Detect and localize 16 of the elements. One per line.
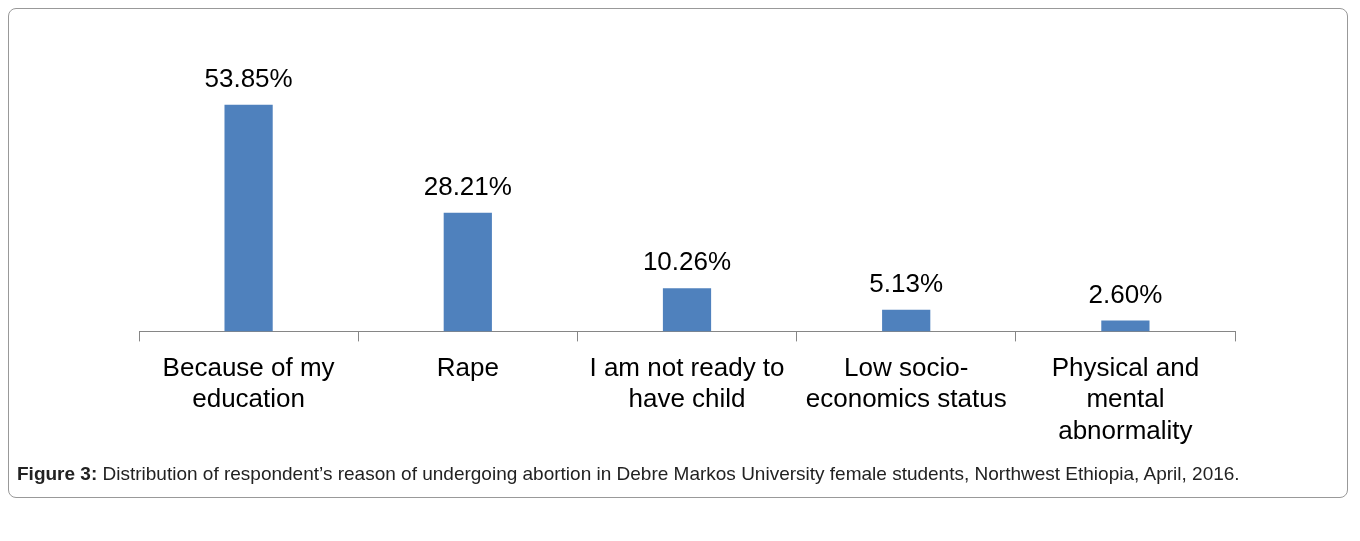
bar [224, 104, 273, 332]
x-tick-label: Rape [436, 352, 499, 383]
caption: Figure 3: Distribution of respondent’s reason of undergoing abortion in Debre Markos University female students, Northwest Ethiopia, April, 2016. [17, 463, 1240, 484]
bar [1101, 320, 1150, 332]
data-label: 28.21% [423, 170, 512, 201]
data-label: 5.13% [869, 267, 944, 298]
x-tick-label: Because of my education [162, 352, 335, 414]
bar [662, 288, 712, 332]
data-label: 2.60% [1088, 278, 1163, 309]
x-tick-label: Physical and mental abnormality [1051, 352, 1200, 445]
data-label: 10.26% [642, 246, 732, 277]
x-tick-label: I am not ready to have child [589, 352, 785, 414]
bar [882, 309, 931, 332]
bar [443, 212, 492, 332]
x-tick-label: Low socio-economics status [805, 352, 1007, 414]
data-label: 53.85% [204, 63, 293, 94]
